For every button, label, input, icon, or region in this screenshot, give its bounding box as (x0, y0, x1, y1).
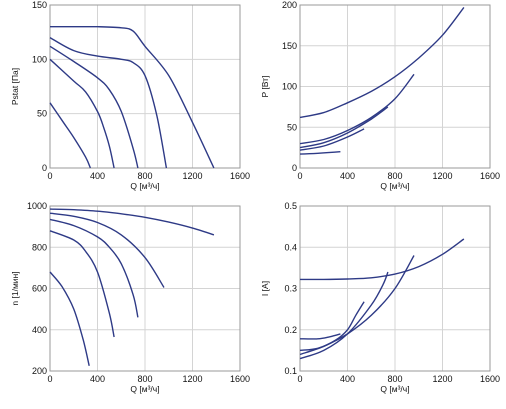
x-tick-label: 800 (387, 374, 402, 384)
chart-current: 0 400 800 1200 1600 0.1 0.2 0.3 0.4 0.5 Q [м³/ч] I … (260, 201, 500, 394)
plot-frame (299, 205, 491, 372)
series-line (299, 151, 341, 155)
y-tick-label: 0.1 (284, 366, 297, 376)
series-line (299, 6, 465, 119)
y-tick-label: 200 (32, 366, 47, 376)
series-line (49, 218, 139, 318)
chart-power: 0 400 800 1200 1600 0 50 100 150 200 Q [м³/ч] P [Вт… (260, 0, 500, 191)
series-line (50, 25, 215, 169)
plot-frame (49, 205, 241, 372)
x-tick-label: 0 (297, 171, 302, 181)
series-line (299, 301, 365, 352)
gridlines (49, 205, 241, 372)
x-tick-label: 800 (387, 171, 402, 181)
x-tick-label: 400 (340, 171, 355, 181)
y-tick-label: 150 (282, 41, 297, 51)
y-tick-label: 200 (282, 0, 297, 10)
series-line (49, 45, 139, 169)
gridlines (49, 4, 241, 169)
y-tick-label: 0.3 (284, 284, 297, 294)
x-tick-label: 1200 (432, 171, 452, 181)
series-line (49, 36, 168, 169)
series-line (49, 212, 165, 288)
chart-speed: 0 400 800 1200 1600 200 400 600 800 1000 Q [м³/ч] n… (10, 201, 250, 394)
series-line (299, 106, 389, 149)
y-tick-label: 50 (37, 109, 47, 119)
y-tick-label: 0.5 (284, 201, 297, 211)
y-tick-label: 0 (42, 163, 47, 173)
x-axis-label: Q [м³/ч] (380, 384, 409, 394)
y-tick-label: 1000 (27, 201, 47, 211)
x-tick-label: 800 (137, 374, 152, 384)
x-tick-label: 0 (47, 374, 52, 384)
x-tick-label: 1600 (480, 374, 500, 384)
series-line (299, 255, 415, 356)
x-axis-label: Q [м³/ч] (380, 181, 409, 191)
series-line (299, 238, 465, 281)
x-tick-label: 400 (340, 374, 355, 384)
x-tick-label: 1200 (182, 171, 202, 181)
y-tick-label: 400 (32, 325, 47, 335)
x-tick-label: 0 (297, 374, 302, 384)
y-tick-label: 50 (287, 122, 297, 132)
x-tick-label: 1200 (432, 374, 452, 384)
x-axis-label: Q [м³/ч] (130, 181, 159, 191)
plot-frame (299, 4, 491, 169)
x-tick-label: 1600 (480, 171, 500, 181)
series-line (49, 271, 90, 366)
series-line (299, 73, 415, 145)
y-tick-label: 0.2 (284, 325, 297, 335)
x-tick-label: 0 (47, 171, 52, 181)
y-tick-label: 600 (32, 284, 47, 294)
chart-pstat: 0 400 800 1200 1600 0 50 100 150 Q [м³/ч] Pstat [П… (10, 0, 250, 191)
y-axis-label: P [Вт] (260, 76, 270, 98)
x-tick-label: 800 (137, 171, 152, 181)
y-tick-label: 100 (282, 82, 297, 92)
series-line (299, 271, 389, 360)
y-axis-label: n [1/мин] (10, 271, 20, 305)
plot-frame (49, 4, 241, 169)
series-line (49, 58, 115, 169)
x-tick-label: 400 (90, 374, 105, 384)
y-axis-label: Pstat [Па] (10, 68, 20, 105)
gridlines (299, 4, 491, 169)
y-tick-label: 800 (32, 242, 47, 252)
y-tick-label: 150 (32, 0, 47, 10)
x-axis-label: Q [м³/ч] (130, 384, 159, 394)
y-tick-label: 100 (32, 54, 47, 64)
y-tick-label: 0 (292, 163, 297, 173)
x-tick-label: 1200 (182, 374, 202, 384)
series-line (49, 230, 115, 338)
x-tick-label: 1600 (230, 374, 250, 384)
y-axis-label: I [A] (260, 281, 270, 296)
x-tick-label: 1600 (230, 171, 250, 181)
series-line (299, 128, 365, 151)
series-line (49, 208, 215, 236)
series-line (49, 102, 92, 169)
series-line (299, 333, 341, 340)
x-tick-label: 400 (90, 171, 105, 181)
y-tick-label: 0.4 (284, 242, 297, 252)
